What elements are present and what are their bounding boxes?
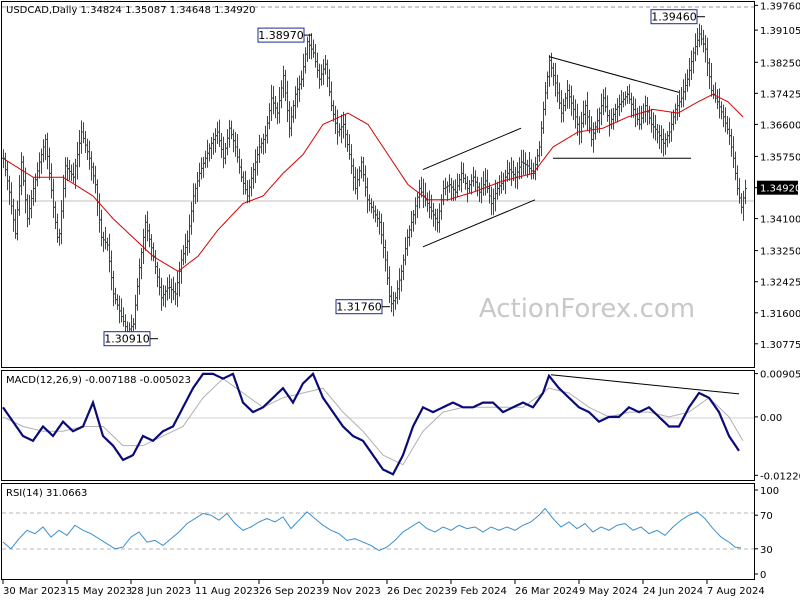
rsi-y-tick-label: 100 bbox=[760, 486, 779, 497]
price-y-tick-label: 1.30775 bbox=[760, 340, 800, 351]
price-y-axis: 1.39760 1.39105 1.38250 1.37425 1.36600 1.357… bbox=[754, 1, 800, 351]
macd-y-tick-label: 0.00 bbox=[760, 413, 782, 424]
channel-trendline bbox=[422, 127, 522, 171]
price-y-tick-label: 1.38250 bbox=[760, 58, 800, 69]
peak-annotations: 1.38970 1.30910 1.31760 1.39460 bbox=[103, 9, 705, 347]
rsi-y-tick-label: 70 bbox=[760, 511, 773, 522]
x-tick-label: 28 Jun 2023 bbox=[131, 586, 191, 597]
x-tick-label: 26 Sep 2023 bbox=[259, 586, 322, 597]
current-price-box bbox=[757, 180, 798, 195]
price-y-tick-label: 1.31600 bbox=[760, 309, 800, 320]
x-tick-label: 9 May 2024 bbox=[579, 586, 638, 597]
macd-line bbox=[2, 372, 740, 476]
rsi-panel-title: RSI(14) 31.0663 bbox=[6, 488, 87, 499]
macd-y-axis: 0.009055 0.00 -0.012209 bbox=[754, 370, 800, 482]
x-tick-label: 26 Dec 2023 bbox=[387, 586, 451, 597]
channel-trendline bbox=[548, 56, 680, 93]
macd-trendline-segment bbox=[550, 374, 740, 395]
price-bars bbox=[2, 23, 747, 340]
price-y-tick-label: 1.37425 bbox=[760, 89, 800, 100]
price-y-tick-label: 1.35750 bbox=[760, 152, 800, 163]
macd-y-tick-label: -0.012209 bbox=[760, 471, 800, 482]
price-y-tick-label: 1.34100 bbox=[760, 215, 800, 226]
x-tick-label: 9 Feb 2024 bbox=[451, 586, 507, 597]
rsi-line bbox=[2, 507, 742, 552]
price-y-tick-label: 1.32425 bbox=[760, 278, 800, 289]
price-y-tick-label: 1.39760 bbox=[760, 1, 800, 12]
rsi-y-tick-label: 30 bbox=[760, 545, 773, 556]
price-y-tick-label: 1.36600 bbox=[760, 120, 800, 131]
x-tick-label: 9 Nov 2023 bbox=[323, 586, 381, 597]
peak-label: 1.39460 bbox=[651, 11, 697, 24]
channel-trendline bbox=[422, 199, 536, 248]
peak-label: 1.38970 bbox=[258, 29, 304, 42]
price-panel-title: USDCAD,Daily 1.34824 1.35087 1.34648 1.3… bbox=[6, 5, 256, 16]
sma-line bbox=[2, 93, 744, 272]
price-y-tick-label: 1.33250 bbox=[760, 247, 800, 258]
watermark: ActionForex.com bbox=[479, 294, 695, 324]
peak-label: 1.30910 bbox=[104, 333, 150, 346]
x-tick-label: 26 Mar 2024 bbox=[515, 586, 578, 597]
rsi-panel bbox=[1, 483, 755, 580]
trendlines bbox=[422, 56, 691, 248]
x-tick-label: 30 Mar 2023 bbox=[3, 586, 66, 597]
peak-label: 1.31760 bbox=[336, 301, 382, 314]
macd-y-tick-label: 0.009055 bbox=[760, 370, 800, 381]
macd-panel-title: MACD(12,26,9) -0.007188 -0.005023 bbox=[6, 375, 191, 386]
current-price-label: 1.34920 bbox=[760, 184, 800, 195]
rsi-y-axis: 100 70 30 0 bbox=[754, 486, 779, 581]
rsi-y-tick-label: 0 bbox=[760, 570, 766, 581]
macd-trendline bbox=[550, 374, 740, 395]
x-tick-label: 11 Aug 2023 bbox=[195, 586, 259, 597]
x-tick-label: 15 May 2023 bbox=[67, 586, 132, 597]
x-tick-label: 24 Jun 2024 bbox=[643, 586, 703, 597]
price-y-tick-label: 1.39105 bbox=[760, 26, 800, 37]
x-tick-label: 7 Aug 2024 bbox=[707, 586, 765, 597]
macd-signal-line bbox=[2, 377, 744, 466]
